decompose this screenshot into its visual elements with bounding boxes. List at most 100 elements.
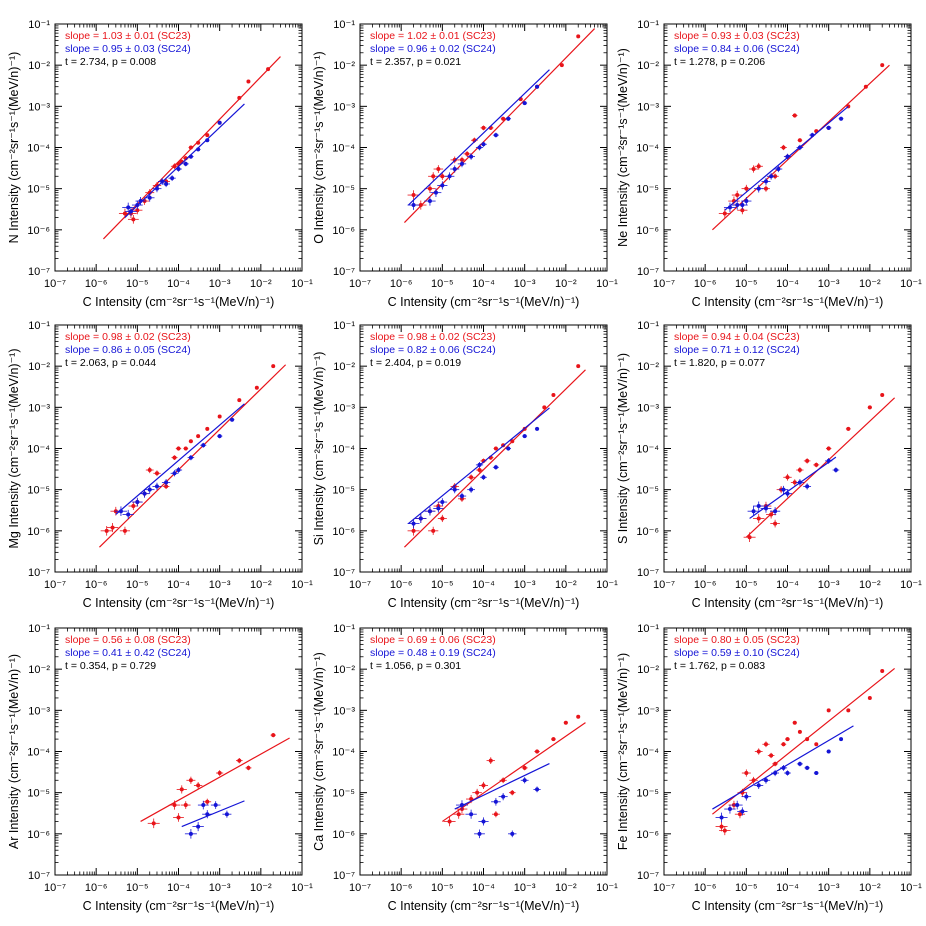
data-point-sc24 <box>164 480 169 485</box>
data-point-sc24 <box>418 516 423 521</box>
data-point-sc24 <box>160 179 165 184</box>
data-point-sc23 <box>751 778 756 783</box>
x-tick-label: 10⁻⁶ <box>85 882 108 894</box>
data-point-sc24 <box>188 455 193 460</box>
panel-ar: 10⁻⁷ 10⁻⁶ 10⁻⁵ 10⁻⁴ 10⁻³ 10⁻² 10⁻¹ 10⁻⁷ 10⁻⁶ 10⁻⁵… <box>7 623 313 913</box>
y-tick-label: 10⁻¹ <box>637 623 659 635</box>
data-point-sc23 <box>559 63 564 68</box>
y-tick-label: 10⁻⁷ <box>333 266 355 278</box>
x-tick-label: 10⁻⁷ <box>653 278 675 290</box>
data-point-sc24 <box>797 761 802 766</box>
data-point-sc23 <box>205 426 210 431</box>
data-point-sc23 <box>722 211 727 216</box>
data-point-sc24 <box>756 504 761 509</box>
data-point-sc23 <box>781 742 786 747</box>
data-point-sc23 <box>792 720 797 725</box>
data-point-sc24 <box>826 749 831 754</box>
data-point-sc24 <box>452 167 457 172</box>
slope-annotation-sc24: slope = 0.86 ± 0.05 (SC24) <box>65 344 191 356</box>
fit-line-sc24 <box>181 800 245 828</box>
axis-ticks <box>359 627 608 876</box>
data-point-sc23 <box>501 778 506 783</box>
data-point-sc23 <box>246 79 251 84</box>
data-point-sc24 <box>176 167 181 172</box>
x-tick-label: 10⁻³ <box>209 278 231 290</box>
t-test-annotation: t = 1.820, p = 0.077 <box>674 357 765 369</box>
y-tick-label: 10⁻⁵ <box>636 788 659 800</box>
data-point-sc24 <box>183 161 188 166</box>
data-point-sc24 <box>135 203 140 208</box>
y-tick-label: 10⁻¹ <box>333 623 355 635</box>
t-test-annotation: t = 2.357, p = 0.021 <box>370 56 461 68</box>
slope-annotation-sc23: slope = 0.80 ± 0.05 (SC23) <box>674 634 800 646</box>
data-point-sc24 <box>196 824 201 829</box>
x-tick-label: 10⁻¹ <box>596 882 618 894</box>
panel-ne: 10⁻⁷ 10⁻⁶ 10⁻⁵ 10⁻⁴ 10⁻³ 10⁻² 10⁻¹ 10⁻⁷ 10⁻⁶ 10⁻⁵… <box>616 19 922 309</box>
x-tick-label: 10⁻⁴ <box>776 882 799 894</box>
data-point-sc24 <box>535 84 540 89</box>
data-point-sc23 <box>522 765 527 770</box>
slope-annotation-sc23: slope = 0.98 ± 0.02 (SC23) <box>65 331 191 343</box>
slope-annotation-sc24: slope = 0.48 ± 0.19 (SC24) <box>370 647 496 659</box>
x-tick-label: 10⁻⁶ <box>85 278 108 290</box>
data-point-sc23 <box>846 426 851 431</box>
data-point-sc23 <box>805 458 810 463</box>
data-point-sc24 <box>469 812 474 817</box>
data-point-sc24 <box>481 475 486 480</box>
data-point-sc23 <box>501 116 506 121</box>
data-point-sc23 <box>172 164 177 169</box>
x-tick-label: 10⁻³ <box>514 579 536 591</box>
data-point-sc24 <box>756 783 761 788</box>
x-tick-label: 10⁻⁶ <box>694 579 717 591</box>
y-tick-label: 10⁻⁷ <box>28 567 50 579</box>
data-point-sc23 <box>475 790 480 795</box>
x-axis-label: C Intensity (cm⁻²sr⁻¹s⁻¹(MeV/n)⁻¹) <box>692 596 884 610</box>
y-tick-label: 10⁻⁷ <box>637 567 659 579</box>
data-point-sc24 <box>224 812 229 817</box>
data-point-sc24 <box>756 186 761 191</box>
data-point-sc23 <box>792 480 797 485</box>
data-point-sc23 <box>722 828 727 833</box>
data-point-sc23 <box>773 761 778 766</box>
data-point-sc23 <box>785 475 790 480</box>
axis-ticks <box>663 23 912 272</box>
data-point-sc24 <box>452 487 457 492</box>
data-point-sc23 <box>510 439 515 444</box>
data-point-sc23 <box>271 733 276 738</box>
y-tick-label: 10⁻² <box>28 60 50 72</box>
data-point-sc23 <box>805 737 810 742</box>
t-test-annotation: t = 2.734, p = 0.008 <box>65 56 156 68</box>
data-point-sc23 <box>792 113 797 118</box>
y-tick-label: 10⁻⁴ <box>27 747 50 759</box>
data-point-sc23 <box>535 749 540 754</box>
data-point-sc23 <box>164 484 169 489</box>
y-tick-label: 10⁻³ <box>637 402 659 414</box>
x-tick-label: 10⁻⁵ <box>126 882 149 894</box>
x-tick-label: 10⁻² <box>555 882 577 894</box>
x-tick-label: 10⁻⁷ <box>653 579 675 591</box>
data-point-sc24 <box>188 831 193 836</box>
data-point-sc24 <box>751 509 756 514</box>
fit-line-sc23 <box>404 369 586 548</box>
x-tick-label: 10⁻³ <box>818 278 840 290</box>
data-point-sc24 <box>719 815 724 820</box>
data-point-sc24 <box>205 138 210 143</box>
x-tick-label: 10⁻⁵ <box>735 579 758 591</box>
data-point-sc23 <box>456 812 461 817</box>
data-point-sc24 <box>814 771 819 776</box>
y-tick-label: 10⁻⁵ <box>636 485 659 497</box>
fit-line-sc23 <box>441 722 586 822</box>
data-point-sc23 <box>131 504 136 509</box>
x-tick-label: 10⁻² <box>250 882 272 894</box>
x-tick-label: 10⁻⁵ <box>735 278 758 290</box>
data-point-sc23 <box>411 193 416 198</box>
data-point-sc24 <box>436 506 441 511</box>
x-axis-label: C Intensity (cm⁻²sr⁻¹s⁻¹(MeV/n)⁻¹) <box>83 596 275 610</box>
data-point-sc23 <box>151 821 156 826</box>
data-point-sc23 <box>188 439 193 444</box>
data-point-sc24 <box>440 500 445 505</box>
data-point-sc23 <box>826 708 831 713</box>
data-point-sc24 <box>826 125 831 130</box>
slope-annotation-sc24: slope = 0.82 ± 0.06 (SC24) <box>370 344 496 356</box>
data-point-sc23 <box>459 157 464 162</box>
